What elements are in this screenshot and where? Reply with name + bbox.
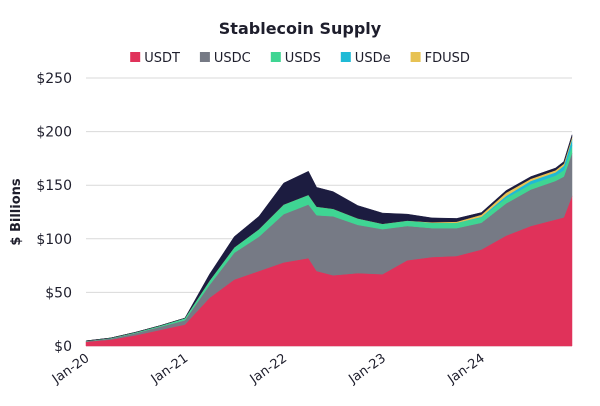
legend-label: FDUSD [425,51,470,66]
legend-item-usds: USDS [270,51,321,66]
x-tick-label: Jan-22 [247,351,290,388]
x-axis-ticks: Jan-20 Jan-21 Jan-22 Jan-23 Jan-24 [49,351,488,388]
legend-label: USDC [214,51,251,66]
legend-item-usdt: USDT [130,51,180,66]
legend-item-fdusd: FDUSD [410,51,470,66]
stacked-areas [85,134,573,347]
y-axis-label: $ Billions [9,178,24,245]
legend-label: USDS [285,51,321,66]
x-tick-label: Jan-23 [346,351,389,388]
y-tick-label: $50 [45,285,72,301]
legend-item-usde: USDe [340,51,391,66]
legend-label: USDe [355,51,391,66]
y-axis-ticks: $0 $50 $100 $150 $200 $250 [36,71,72,355]
legend-label: USDT [144,51,180,66]
x-tick-label: Jan-24 [444,351,487,388]
legend-item-usdc: USDC [199,51,251,66]
legend-swatch [130,52,141,62]
legend-swatch [340,52,351,62]
legend-swatch [270,52,281,62]
y-tick-label: $100 [36,232,72,248]
y-tick-label: $0 [54,339,72,355]
legend: USDT USDC USDS USDe FDUSD [130,51,470,66]
series-area-unlabeled-5 [85,134,573,342]
y-tick-label: $200 [36,125,72,141]
chart-title: Stablecoin Supply [219,19,382,38]
legend-swatch [199,52,210,62]
legend-swatch [410,52,421,62]
y-tick-label: $250 [36,71,72,87]
y-tick-label: $150 [36,178,72,194]
x-tick-label: Jan-20 [49,351,92,388]
x-tick-label: Jan-21 [148,351,191,388]
